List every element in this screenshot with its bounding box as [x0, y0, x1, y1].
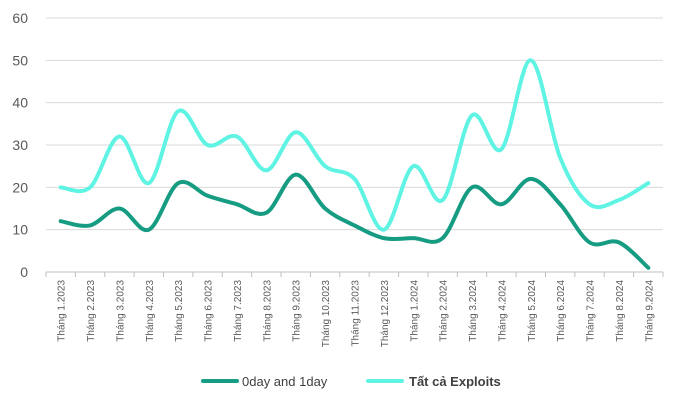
series-line-all-exploits [58, 58, 651, 232]
x-tick-label: Tháng 4.2024 [497, 280, 508, 342]
x-tick-label: Tháng 12.2023 [380, 280, 391, 348]
x-tick-label: Tháng 8.2024 [615, 280, 626, 342]
x-tick-label: Tháng 10.2023 [321, 280, 332, 348]
x-tick-label: Tháng 4.2023 [145, 280, 156, 342]
y-tick-label: 30 [12, 137, 28, 153]
x-tick-label: Tháng 1.2024 [409, 280, 420, 342]
legend-item-all-exploits-label: Tất cả Exploits [409, 374, 501, 389]
y-tick-label: 60 [12, 10, 28, 26]
x-tick-label: Tháng 3.2023 [115, 280, 126, 342]
gridlines [46, 17, 663, 273]
x-tick-label: Tháng 5.2023 [174, 280, 185, 342]
x-tick-label: Tháng 8.2023 [262, 280, 273, 342]
x-tick-label: Tháng 9.2024 [644, 280, 655, 342]
series-lines [58, 58, 651, 270]
x-tick-label: Tháng 7.2023 [233, 280, 244, 342]
x-tick-label: Tháng 5.2024 [527, 280, 538, 342]
series-line-zero-one-day [58, 172, 651, 270]
x-tick-label: Tháng 6.2024 [556, 280, 567, 342]
y-axis-ticks: 0 10 20 30 40 50 60 [12, 10, 28, 280]
y-tick-label: 50 [12, 52, 28, 68]
y-tick-label: 20 [12, 179, 28, 195]
x-tick-label: Tháng 7.2024 [586, 280, 597, 342]
x-tick-label: Tháng 1.2023 [57, 280, 68, 342]
x-tick-label: Tháng 9.2023 [292, 280, 303, 342]
x-tick-label: Tháng 11.2023 [351, 280, 362, 347]
x-tick-label: Tháng 2.2024 [439, 280, 450, 342]
y-tick-label: 40 [12, 95, 28, 111]
y-tick-label: 10 [12, 222, 28, 238]
x-tick-label: Tháng 3.2024 [468, 280, 479, 342]
x-tick-label: Tháng 2.2023 [86, 280, 97, 342]
legend-item-zero-one-day-label: 0day and 1day [242, 374, 328, 389]
x-axis-ticks: Tháng 1.2023 Tháng 2.2023 Tháng 3.2023 Thán… [45, 272, 664, 348]
y-tick-label: 0 [20, 264, 28, 280]
legend: 0day and 1day Tất cả Exploits [201, 374, 501, 389]
x-tick-label: Tháng 6.2023 [204, 280, 215, 342]
